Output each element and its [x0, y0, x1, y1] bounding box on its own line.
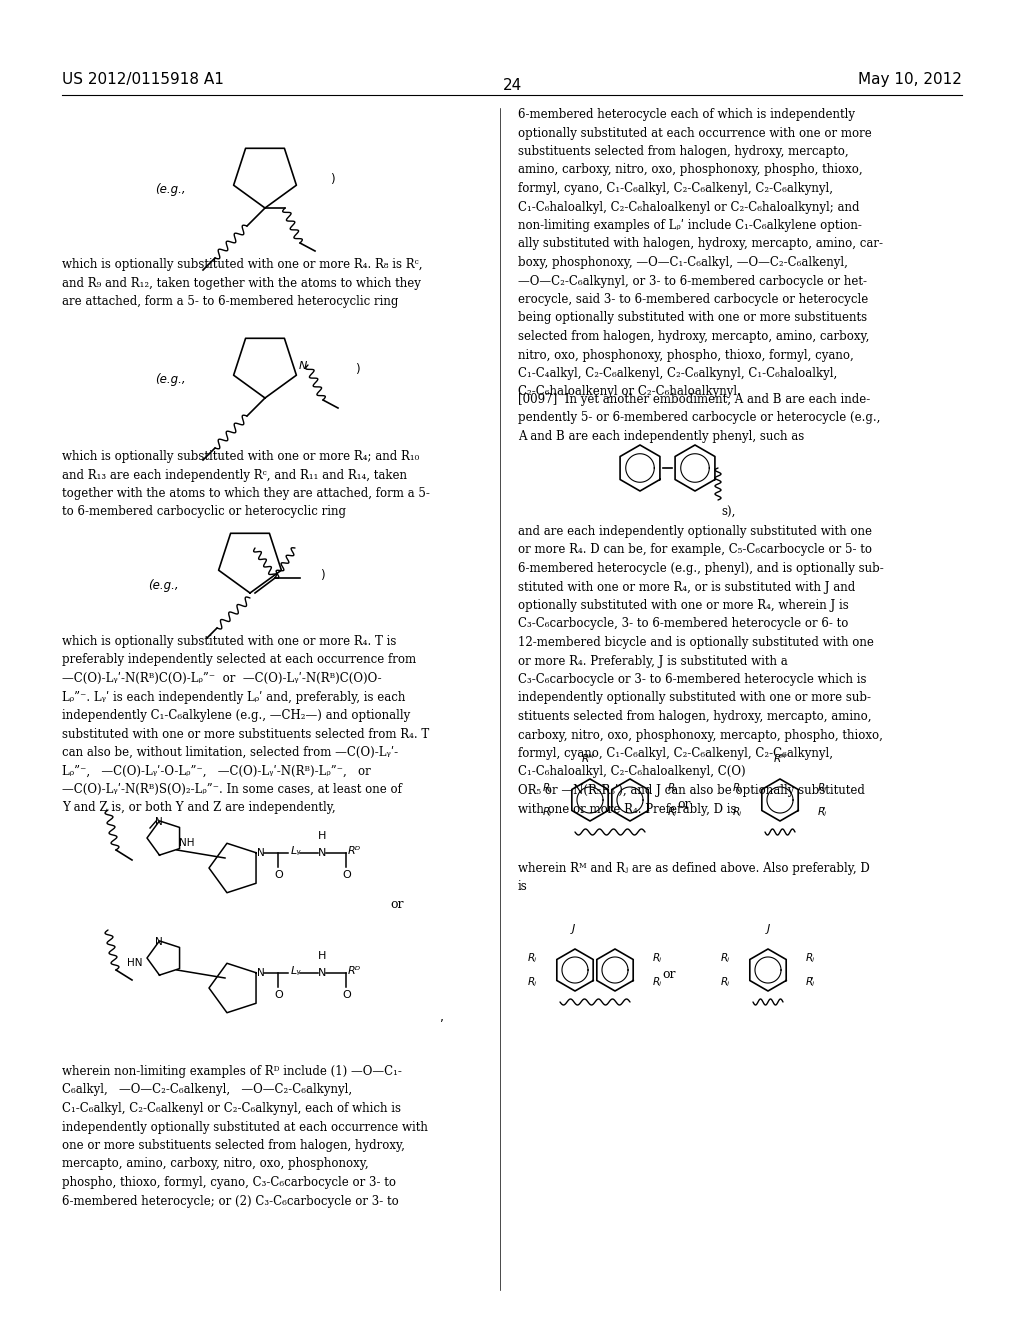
Text: Rⱼ: Rⱼ [818, 807, 827, 817]
Text: H: H [318, 830, 327, 841]
Text: or: or [662, 969, 676, 982]
Text: O: O [342, 870, 351, 879]
Text: or: or [390, 899, 403, 912]
Text: Rⱼ: Rⱼ [668, 807, 677, 817]
Text: which is optionally substituted with one or more R₄. R₈ is Rᶜ,
and R₉ and R₁₂, t: which is optionally substituted with one… [62, 257, 423, 308]
Text: ): ) [355, 363, 359, 376]
Text: N: N [318, 968, 327, 978]
Text: NH: NH [179, 838, 195, 847]
Text: H: H [318, 950, 327, 961]
Text: O: O [342, 990, 351, 999]
Text: ,: , [810, 969, 814, 982]
Text: US 2012/0115918 A1: US 2012/0115918 A1 [62, 73, 224, 87]
Text: May 10, 2012: May 10, 2012 [858, 73, 962, 87]
Text: (e.g.,: (e.g., [155, 374, 185, 387]
Text: Rⱼ: Rⱼ [733, 807, 742, 817]
Text: Rᴹ: Rᴹ [582, 754, 595, 764]
Text: N: N [155, 817, 163, 828]
Text: which is optionally substituted with one or more R₄; and R₁₀
and R₁₃ are each in: which is optionally substituted with one… [62, 450, 430, 519]
Text: Rⱼ: Rⱼ [721, 977, 730, 987]
Text: J: J [766, 924, 770, 935]
Text: Rⱼ: Rⱼ [721, 953, 730, 964]
Text: Rⱼ: Rⱼ [543, 807, 552, 817]
Text: Rⱼ: Rⱼ [528, 977, 537, 987]
Text: or: or [677, 799, 690, 812]
Text: Rᴰ: Rᴰ [348, 846, 361, 855]
Text: N: N [257, 968, 265, 978]
Text: and are each independently optionally substituted with one
or more R₄. D can be,: and are each independently optionally su… [518, 525, 884, 816]
Text: s),: s), [721, 506, 735, 519]
Text: [0097]  In yet another embodiment, A and B are each inde-
pendently 5- or 6-memb: [0097] In yet another embodiment, A and … [518, 393, 881, 444]
Text: Rⱼ: Rⱼ [733, 783, 742, 793]
Text: Rⱼ: Rⱼ [818, 783, 827, 793]
Text: which is optionally substituted with one or more R₄. T is
preferably independent: which is optionally substituted with one… [62, 635, 429, 814]
Text: Rⱼ: Rⱼ [543, 783, 552, 793]
Text: ,: , [440, 1011, 444, 1024]
Text: ): ) [319, 569, 325, 582]
Text: Rⱼ: Rⱼ [653, 977, 663, 987]
Text: Lᵧ: Lᵧ [291, 966, 301, 975]
Text: Rⱼ: Rⱼ [528, 953, 537, 964]
Text: N: N [155, 937, 163, 946]
Text: HN: HN [128, 958, 143, 968]
Text: Rᴰ: Rᴰ [348, 966, 361, 975]
Text: O: O [274, 870, 283, 879]
Text: Rᴹ: Rᴹ [773, 754, 786, 764]
Text: Lᵧ: Lᵧ [291, 846, 301, 855]
Text: ,: , [822, 799, 826, 812]
Text: Rⱼ: Rⱼ [668, 783, 677, 793]
Text: Rⱼ: Rⱼ [806, 977, 815, 987]
Text: 24: 24 [503, 78, 521, 92]
Text: (e.g.,: (e.g., [155, 183, 185, 197]
Text: Rⱼ: Rⱼ [806, 953, 815, 964]
Text: N: N [318, 847, 327, 858]
Text: ): ) [330, 173, 335, 186]
Text: N: N [299, 360, 307, 371]
Text: 6-membered heterocycle each of which is independently
optionally substituted at : 6-membered heterocycle each of which is … [518, 108, 883, 399]
Text: wherein Rᴹ and Rⱼ are as defined above. Also preferably, D
is: wherein Rᴹ and Rⱼ are as defined above. … [518, 862, 869, 894]
Text: O: O [274, 990, 283, 999]
Text: (e.g.,: (e.g., [148, 578, 178, 591]
Text: N: N [257, 847, 265, 858]
Text: Rⱼ: Rⱼ [653, 953, 663, 964]
Text: J: J [571, 924, 574, 935]
Text: wherein non-limiting examples of Rᴰ include (1) —O—C₁-
C₆alkyl,   —O—C₂-C₆alkeny: wherein non-limiting examples of Rᴰ incl… [62, 1065, 428, 1208]
